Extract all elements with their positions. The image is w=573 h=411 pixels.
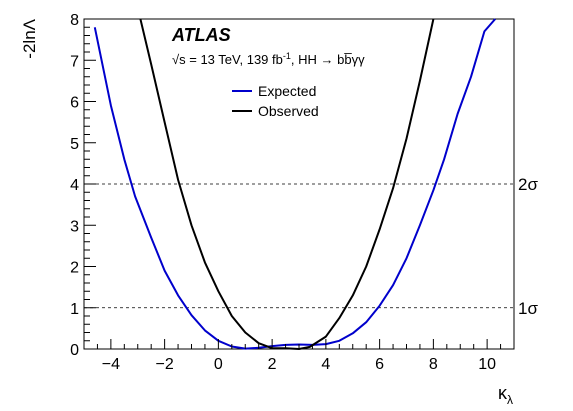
y-tick-label: 6 xyxy=(70,95,79,112)
x-tick-label: 6 xyxy=(375,356,384,373)
one-sigma-label: 1σ xyxy=(518,299,538,318)
y-tick-label: 2 xyxy=(70,260,79,277)
y-tick-label: 4 xyxy=(70,177,79,194)
legend-label-expected: Expected xyxy=(258,83,316,99)
y-tick-label: 1 xyxy=(70,301,79,318)
y-tick-label: 8 xyxy=(70,12,79,29)
x-tick-label: −2 xyxy=(156,356,174,373)
x-tick-label: 4 xyxy=(321,356,330,373)
y-tick-label: 0 xyxy=(70,342,79,359)
x-tick-label: 10 xyxy=(478,356,496,373)
axes: −4 −2 0 2 4 6 8 10 0 1 2 3 4 5 6 7 8 xyxy=(70,12,515,373)
x-tick-label: 0 xyxy=(214,356,223,373)
x-axis-label-subscript: λ xyxy=(507,393,513,407)
dataset-info-label: √s = 13 TeV, 139 fb-1, HH → bb̅γγ xyxy=(172,51,365,67)
experiment-label: ATLAS xyxy=(171,25,231,45)
process: , HH → bb̅γγ xyxy=(291,52,365,67)
lumi-exponent: -1 xyxy=(283,51,291,61)
sqrt-s: √s xyxy=(172,52,186,67)
y-tick-label: 5 xyxy=(70,136,79,153)
x-tick-label: 2 xyxy=(268,356,277,373)
y-axis-label: -2lnΛ xyxy=(20,18,39,58)
y-tick-label: 3 xyxy=(70,218,79,235)
legend: Expected Observed xyxy=(232,83,319,119)
legend-label-observed: Observed xyxy=(258,103,319,119)
energy-lumi: = 13 TeV, 139 fb xyxy=(186,52,283,67)
x-tick-label: 8 xyxy=(429,356,438,373)
x-axis-label: κλ xyxy=(498,383,513,407)
x-tick-label: −4 xyxy=(102,356,120,373)
x-axis-label-main: κ xyxy=(498,383,508,403)
two-sigma-label: 2σ xyxy=(518,175,538,194)
y-tick-label: 7 xyxy=(70,53,79,70)
